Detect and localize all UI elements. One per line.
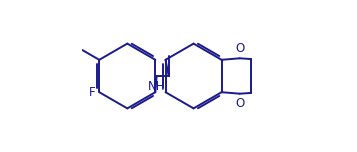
Text: F: F — [89, 86, 95, 99]
Text: NH: NH — [148, 80, 165, 93]
Text: O: O — [236, 41, 245, 55]
Text: O: O — [236, 97, 245, 111]
